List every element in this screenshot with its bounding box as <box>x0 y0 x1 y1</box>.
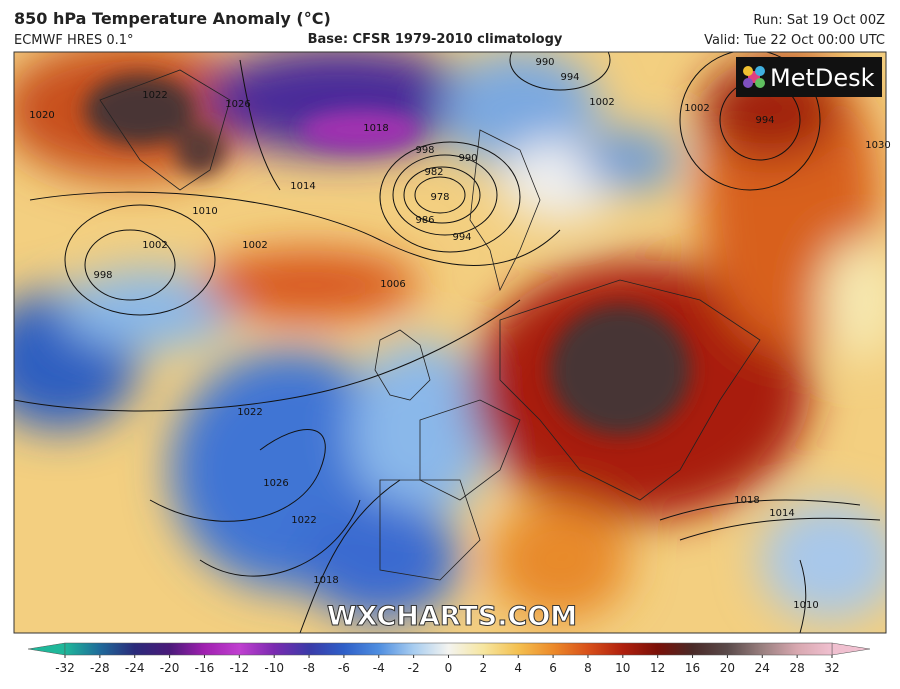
isobar-label: 998 <box>93 270 112 281</box>
base-note: Base: CFSR 1979-2010 climatology <box>308 32 563 47</box>
isobar-label: 1022 <box>237 407 262 418</box>
colorbar-label: -12 <box>230 661 250 675</box>
isobar-label: 986 <box>415 215 434 226</box>
colorbar-label: 10 <box>615 661 630 675</box>
isobar-label: 990 <box>535 57 554 68</box>
title: 850 hPa Temperature Anomaly (°C) <box>14 9 331 28</box>
colorbar-label: -24 <box>125 661 145 675</box>
colorbar-label: 24 <box>755 661 770 675</box>
colorbar-label: -32 <box>55 661 75 675</box>
colorbar-label: -10 <box>264 661 284 675</box>
isobar-label: 1026 <box>263 478 288 489</box>
colorbar-label: -28 <box>90 661 110 675</box>
isobar-label: 990 <box>458 153 477 164</box>
colorbar-label: 32 <box>824 661 839 675</box>
isobar-labels: 1026 1020 1022 1018 1014 1010 1002 998 1… <box>29 57 890 611</box>
isobar-label: 1022 <box>291 515 316 526</box>
valid-time: Valid: Tue 22 Oct 00:00 UTC <box>704 33 885 48</box>
colorbar-label: 6 <box>549 661 557 675</box>
isobar-label: 1018 <box>734 495 759 506</box>
colorbar-label: -8 <box>303 661 315 675</box>
isobar-label: 1014 <box>769 508 794 519</box>
isobar-label: 1018 <box>313 575 338 586</box>
model: ECMWF HRES 0.1° <box>14 33 134 48</box>
colorbar-label: -6 <box>338 661 350 675</box>
colorbar-label: 12 <box>650 661 665 675</box>
colorbar-label: 2 <box>480 661 488 675</box>
colorbar-label: 20 <box>720 661 735 675</box>
isobar-label: 1002 <box>684 103 709 114</box>
isobar-label: 1030 <box>865 140 890 151</box>
colorbar-label: -2 <box>408 661 420 675</box>
isobar-label: 1018 <box>363 123 388 134</box>
isobar-label: 994 <box>452 232 471 243</box>
colorbar-end <box>27 642 66 656</box>
colorbar-scale <box>64 642 833 656</box>
logo-box <box>736 57 882 97</box>
isobar-label: 1022 <box>142 90 167 101</box>
isobar-label: 1026 <box>225 99 250 110</box>
colorbar-label: -4 <box>373 661 385 675</box>
isobar-label: 1002 <box>242 240 267 251</box>
colorbar-label: 8 <box>584 661 592 675</box>
isobar-label: 1002 <box>142 240 167 251</box>
watermark: WXCHARTS.COM <box>327 601 577 632</box>
isobar-label: 1006 <box>380 279 405 290</box>
map-frame <box>13 51 887 634</box>
isobar-label: 1020 <box>29 110 54 121</box>
isobar-label: 994 <box>755 115 774 126</box>
colorbar-label: -16 <box>195 661 215 675</box>
logo-icon <box>743 66 765 88</box>
isobar-label: 1014 <box>290 181 315 192</box>
colorbar-end <box>831 642 871 656</box>
isobar-label: 1010 <box>793 600 818 611</box>
isobar-label: 1002 <box>589 97 614 108</box>
colorbar-label: 28 <box>789 661 804 675</box>
colorbar-label: 4 <box>514 661 522 675</box>
isobar-label: 1010 <box>192 206 217 217</box>
colorbar: -32 -28 -24 -20 -16 -12 -10 -8 -6 -4 -2 0 2 4 6 8 10 12 16… <box>27 642 871 675</box>
isobar-label: 994 <box>560 72 579 83</box>
isobar-label: 982 <box>424 167 443 178</box>
colorbar-label: -20 <box>160 661 180 675</box>
map <box>14 52 886 633</box>
isobar-label: 978 <box>430 192 449 203</box>
run-time: Run: Sat 19 Oct 00Z <box>753 13 885 28</box>
colorbar-label: 0 <box>445 661 453 675</box>
colorbar-label: 16 <box>685 661 700 675</box>
logo: MetDesk <box>770 64 875 92</box>
isobar-label: 998 <box>415 145 434 156</box>
